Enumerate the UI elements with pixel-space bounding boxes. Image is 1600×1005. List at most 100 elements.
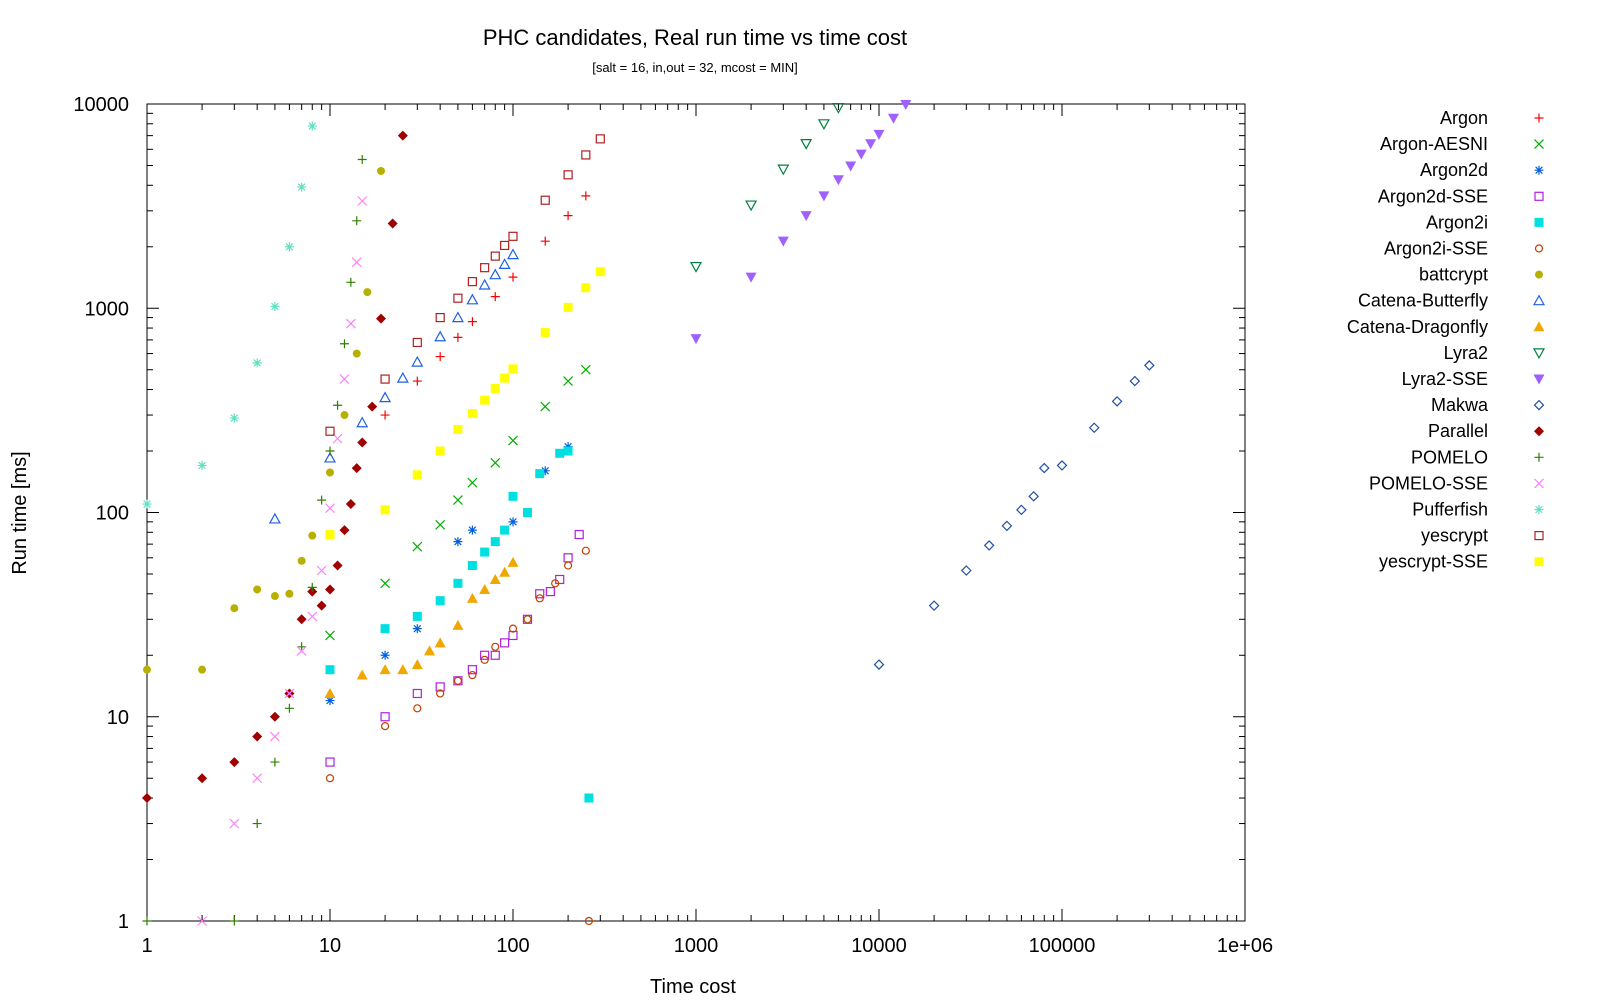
- data-point: [413, 704, 422, 713]
- data-point: [142, 793, 152, 804]
- data-point: [340, 411, 349, 420]
- data-point: [451, 311, 464, 323]
- data-point: [285, 589, 294, 598]
- legend-item: POMELO: [1411, 447, 1544, 467]
- data-point: [545, 586, 555, 597]
- data-point: [308, 531, 317, 540]
- data-point: [1028, 490, 1039, 502]
- data-point: [307, 582, 317, 592]
- data-point: [500, 525, 510, 535]
- legend-label: Argon-AESNI: [1380, 134, 1488, 154]
- data-point: [845, 161, 857, 172]
- data-point: [307, 611, 318, 622]
- legend-label: Argon: [1440, 108, 1488, 128]
- data-point: [352, 349, 361, 358]
- data-point: [467, 525, 477, 535]
- data-point: [584, 793, 594, 803]
- data-point: [297, 182, 307, 192]
- data-point: [466, 592, 478, 603]
- data-point: [379, 391, 392, 403]
- x-tick-label: 10000: [851, 935, 907, 957]
- data-point: [1143, 360, 1155, 371]
- data-point: [467, 665, 478, 675]
- legend-marker: [1534, 165, 1544, 175]
- data-point: [323, 451, 337, 463]
- data-point: [143, 665, 151, 674]
- data-point: [489, 268, 502, 280]
- data-point: [523, 615, 532, 624]
- data-point: [324, 687, 336, 698]
- data-point: [480, 655, 489, 664]
- data-point: [325, 665, 335, 675]
- data-point: [453, 332, 463, 342]
- data-point: [357, 196, 368, 206]
- data-point: [229, 413, 239, 423]
- data-point: [339, 374, 350, 385]
- data-point: [480, 263, 490, 273]
- data-point: [535, 589, 545, 599]
- legend-label: Argon2i-SSE: [1384, 239, 1488, 259]
- legend-label: Lyra2: [1444, 343, 1488, 363]
- legend-marker: [1533, 374, 1545, 385]
- axis-ticks: 1 10 100 1000 10000 100000 1e+06 1 10 100 1000 1000…: [73, 94, 1273, 957]
- data-point: [563, 553, 573, 563]
- data-point: [367, 401, 378, 412]
- legend-item: Argon2d: [1420, 160, 1544, 180]
- x-tick-label: 1e+06: [1217, 935, 1273, 957]
- data-point: [270, 592, 279, 601]
- data-point: [435, 312, 445, 323]
- data-point: [453, 578, 463, 588]
- data-point: [297, 556, 306, 565]
- data-point: [380, 721, 390, 731]
- legend-item: yescrypt-SSE: [1379, 552, 1544, 572]
- data-point: [380, 505, 390, 515]
- data-point: [230, 604, 239, 613]
- data-point: [535, 469, 545, 479]
- data-point: [1111, 396, 1123, 407]
- legend-item: Argon: [1440, 108, 1544, 128]
- series-yescrypt: [325, 134, 605, 436]
- data-point: [325, 584, 335, 595]
- legend-marker: [1534, 217, 1544, 227]
- data-point: [424, 645, 436, 656]
- data-point: [252, 358, 262, 368]
- data-point: [435, 446, 445, 456]
- data-point: [325, 774, 335, 783]
- x-tick-label: 100000: [1029, 935, 1096, 957]
- data-point: [435, 352, 445, 362]
- data-point: [325, 530, 335, 540]
- data-point: [229, 757, 240, 768]
- y-tick-label: 10: [107, 707, 129, 729]
- data-point: [500, 638, 510, 648]
- data-point: [745, 200, 758, 212]
- chart-title: PHC candidates, Real run time vs time co…: [483, 25, 907, 50]
- data-point: [467, 317, 477, 327]
- legend-item: yescrypt: [1421, 526, 1544, 546]
- series-argon2i: [325, 446, 594, 803]
- data-point: [574, 529, 584, 540]
- data-point: [229, 916, 239, 926]
- data-point: [508, 630, 518, 641]
- data-point: [379, 664, 391, 675]
- data-point: [818, 191, 830, 202]
- data-point: [479, 583, 491, 594]
- data-point: [490, 537, 500, 547]
- data-point: [508, 517, 518, 527]
- data-point: [595, 134, 605, 144]
- series-argon2d-sse: [325, 529, 584, 767]
- data-point: [412, 624, 422, 634]
- data-point: [434, 330, 447, 342]
- data-point: [252, 773, 263, 784]
- legend-marker: [1534, 557, 1544, 567]
- data-point: [522, 508, 532, 517]
- data-point: [581, 546, 590, 555]
- data-point: [268, 512, 281, 524]
- legend-marker: [1532, 294, 1546, 306]
- data-point: [357, 154, 367, 164]
- data-point: [270, 301, 280, 311]
- legend-label: battcrypt: [1419, 265, 1488, 285]
- legend-item: Pufferfish: [1412, 500, 1544, 520]
- data-point: [499, 566, 511, 577]
- legend-marker: [1534, 478, 1544, 489]
- data-point: [363, 288, 372, 297]
